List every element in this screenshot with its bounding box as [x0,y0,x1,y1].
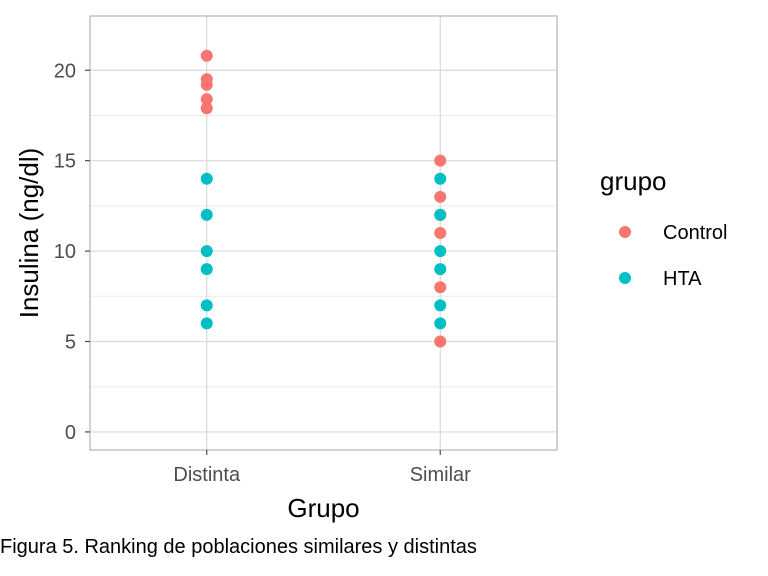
x-axis-ticks: Distinta Similar [173,450,471,486]
data-point-hta [200,263,213,276]
y-tick-label: 20 [54,60,76,82]
y-axis-title: Insulina (ng/dl) [14,148,44,319]
y-tick-label: 15 [54,151,76,173]
data-point-hta [434,172,447,185]
data-point-hta [434,263,447,276]
grid-major-lines [90,16,557,450]
data-point-hta [200,208,213,221]
data-point-hta [200,317,213,330]
panel-border [89,15,558,451]
data-point-control [434,154,447,167]
data-point-control [200,49,213,62]
x-axis-title: Grupo [287,493,359,523]
data-point-hta [200,172,213,185]
y-tick-label: 10 [54,241,76,263]
legend-title: grupo [600,166,667,196]
legend: grupo Control HTA [600,166,727,290]
data-points [200,49,447,348]
data-point-hta [434,299,447,312]
data-point-control [434,335,447,348]
data-point-control [434,281,447,294]
data-point-control [200,102,213,115]
data-point-hta [434,208,447,221]
x-tick-label: Similar [410,464,471,486]
data-point-control [200,93,213,106]
grid-minor-lines [90,114,557,388]
y-tick-label: 5 [65,332,76,354]
scatter-chart: 0 5 10 15 20 Distinta Similar Grupo Insulina … [14,15,727,523]
data-point-hta [200,299,213,312]
data-point-control [434,227,447,239]
legend-label-control: Control [663,222,727,244]
legend-label-hta: HTA [663,268,702,290]
y-tick-label: 0 [65,422,76,444]
data-point-control [434,190,447,203]
data-point-control [200,78,213,91]
data-point-hta [434,245,447,258]
data-point-hta [200,245,213,258]
x-tick-label: Distinta [173,464,241,486]
figure-caption: Figura 5. Ranking de poblaciones similar… [0,536,477,558]
legend-key-hta [619,272,631,284]
y-axis-ticks: 0 5 10 15 20 [54,60,90,444]
data-point-hta [434,317,447,330]
legend-key-control [619,226,631,238]
